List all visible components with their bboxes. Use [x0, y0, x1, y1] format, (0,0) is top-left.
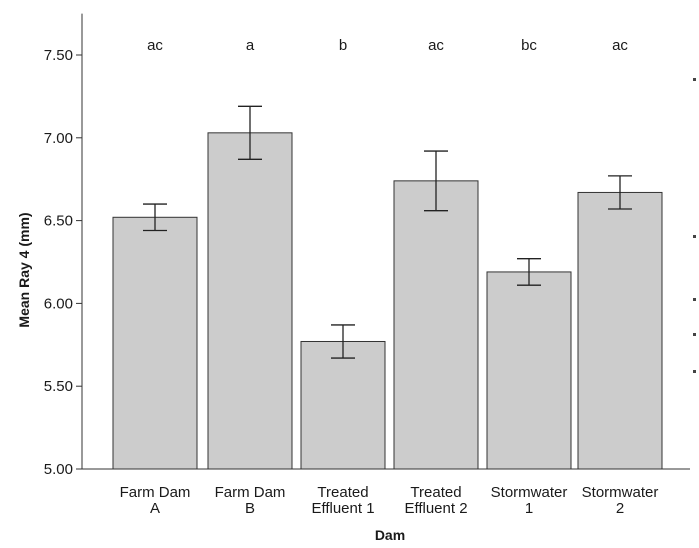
category-label: Treated [317, 484, 368, 501]
significance-letter: a [246, 37, 255, 54]
bar [486, 271, 572, 470]
bars [112, 132, 663, 470]
category-label: 2 [616, 500, 624, 517]
category-label: Treated [410, 484, 461, 501]
y-tick-label: 7.00 [44, 130, 73, 147]
error-bar [424, 150, 448, 212]
category-label: Farm Dam [215, 484, 286, 501]
y-tick-label: 7.50 [44, 47, 73, 64]
error-bar [143, 203, 167, 232]
error-bar [238, 105, 262, 160]
bar [300, 340, 386, 470]
significance-letter: ac [428, 37, 444, 54]
right-edge-marks [693, 78, 696, 373]
significance-letter: ac [612, 37, 628, 54]
category-label: Effluent 1 [311, 500, 374, 517]
significance-letter: b [339, 37, 347, 54]
significance-letter: bc [521, 37, 537, 54]
category-label: Effluent 2 [404, 500, 467, 517]
category-label: Stormwater [491, 484, 568, 501]
bar [577, 191, 663, 470]
y-tick-label: 5.50 [44, 378, 73, 395]
category-label: A [150, 500, 160, 517]
bar [207, 132, 293, 470]
y-axis-title: Mean Ray 4 (mm) [16, 212, 32, 327]
bar [393, 180, 479, 470]
significance-letters: ac a b ac bc ac [147, 37, 628, 54]
x-axis-title: Dam [375, 527, 405, 543]
significance-letter: ac [147, 37, 163, 54]
category-label: 1 [525, 500, 533, 517]
error-bar [608, 175, 632, 210]
bar [112, 216, 198, 470]
error-bars [143, 105, 632, 359]
category-label: B [245, 500, 255, 517]
category-label: Stormwater [582, 484, 659, 501]
error-bar [331, 324, 355, 359]
y-tick-label: 6.00 [44, 295, 73, 312]
category-label: Farm Dam [120, 484, 191, 501]
error-bar [517, 258, 541, 286]
y-tick-label: 6.50 [44, 213, 73, 230]
y-tick-label: 5.00 [44, 461, 73, 478]
